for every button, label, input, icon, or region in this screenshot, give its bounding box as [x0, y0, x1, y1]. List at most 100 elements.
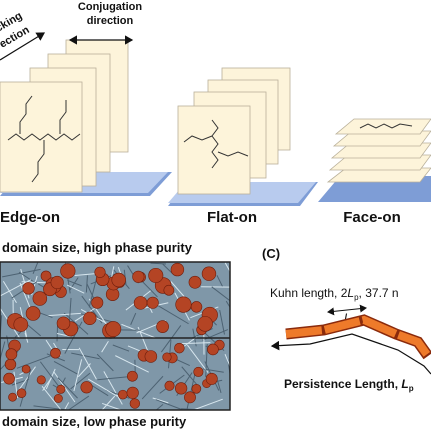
fiber: [216, 275, 223, 287]
kuhn-label: Kuhn length, 2Lp, 37.7 n: [270, 286, 399, 302]
persistence-label: Persistence Length, Lp: [284, 377, 414, 393]
particle: [193, 366, 204, 377]
segment-arrow: [327, 304, 367, 316]
persistence-subscript: p: [409, 384, 414, 393]
particle: [83, 311, 97, 326]
fiber: [41, 385, 62, 411]
kuhn-subscript: p: [354, 293, 359, 302]
conjugation-label: direction: [87, 15, 134, 27]
substrate: [318, 176, 431, 202]
particle: [190, 301, 203, 313]
fiber: [71, 352, 100, 360]
particle: [163, 284, 175, 296]
particle: [126, 370, 138, 382]
persistence-text: Persistence Length,: [284, 377, 401, 391]
fiber: [187, 344, 209, 373]
stacking-arrow: [0, 32, 46, 61]
fiber: [101, 395, 116, 411]
fiber: [154, 303, 189, 325]
fiber: [0, 341, 6, 360]
fiber: [2, 280, 17, 303]
particle: [164, 380, 175, 391]
fiber: [73, 359, 83, 392]
particle: [60, 263, 76, 279]
fiber: [78, 347, 97, 380]
fiber: [69, 277, 79, 291]
particle: [56, 384, 66, 394]
fiber: [88, 278, 97, 308]
particle: [50, 347, 61, 359]
fiber: [156, 403, 164, 411]
fiber: [17, 366, 36, 392]
contour-arrow: [270, 333, 431, 375]
particle: [205, 372, 218, 385]
particle: [201, 266, 217, 281]
face-on-diagram: Face-on: [318, 118, 431, 226]
fiber: [181, 342, 211, 345]
micrograph-frame: [0, 261, 231, 411]
fiber: [103, 371, 123, 405]
particle: [21, 364, 31, 374]
particle: [3, 372, 15, 385]
molecule: [183, 119, 249, 169]
fiber: [90, 384, 109, 397]
fiber: [211, 286, 231, 302]
fiber: [19, 369, 32, 407]
fiber: [205, 343, 208, 377]
particle: [94, 266, 106, 278]
chain: [285, 315, 431, 359]
fiber: [0, 279, 32, 297]
fiber: [16, 354, 54, 369]
fiber: [162, 263, 173, 274]
particle: [22, 282, 35, 295]
fiber: [219, 309, 225, 335]
orientation-label: Face-on: [343, 209, 401, 226]
molecule: [359, 123, 413, 129]
particle: [118, 389, 128, 400]
molecule: [7, 95, 81, 183]
particle: [174, 342, 185, 354]
fiber: [45, 339, 53, 350]
particle: [197, 316, 213, 332]
fiber: [86, 283, 95, 301]
particle: [91, 296, 104, 309]
particle: [144, 350, 158, 363]
particle: [184, 391, 196, 404]
fiber: [64, 402, 70, 411]
flat-on-diagram: Flat-on: [168, 67, 318, 226]
edge-on-diagram: cking ection Conjugation direction Edge-…: [0, 1, 172, 226]
particle: [40, 270, 52, 282]
fiber: [68, 395, 90, 411]
fiber: [155, 399, 184, 411]
particle: [16, 388, 27, 398]
fiber: [141, 375, 164, 400]
caption: domain size, low phase purity: [2, 414, 187, 429]
fiber: [57, 377, 78, 399]
sheet: [332, 130, 431, 147]
fiber: [46, 312, 81, 317]
particle: [174, 382, 188, 395]
micrograph: [0, 261, 231, 411]
particle: [80, 381, 93, 394]
fiber: [70, 372, 91, 390]
sheet: [330, 142, 431, 159]
particle: [25, 306, 41, 321]
particle: [105, 321, 122, 337]
sheet: [326, 167, 431, 183]
fiber: [45, 368, 56, 390]
particle: [191, 383, 202, 394]
fiber: [63, 312, 89, 335]
particle: [170, 262, 185, 277]
particle: [162, 352, 172, 362]
fiber: [186, 373, 196, 410]
particle: [4, 358, 17, 371]
conjugation-label: Conjugation: [78, 1, 142, 13]
kuhn-suffix: , 37.7 n: [359, 286, 399, 300]
fiber: [112, 344, 130, 352]
fiber: [217, 380, 222, 394]
particle: [50, 275, 64, 290]
particle: [36, 375, 46, 385]
fiber: [66, 284, 85, 294]
fiber: [32, 261, 39, 274]
